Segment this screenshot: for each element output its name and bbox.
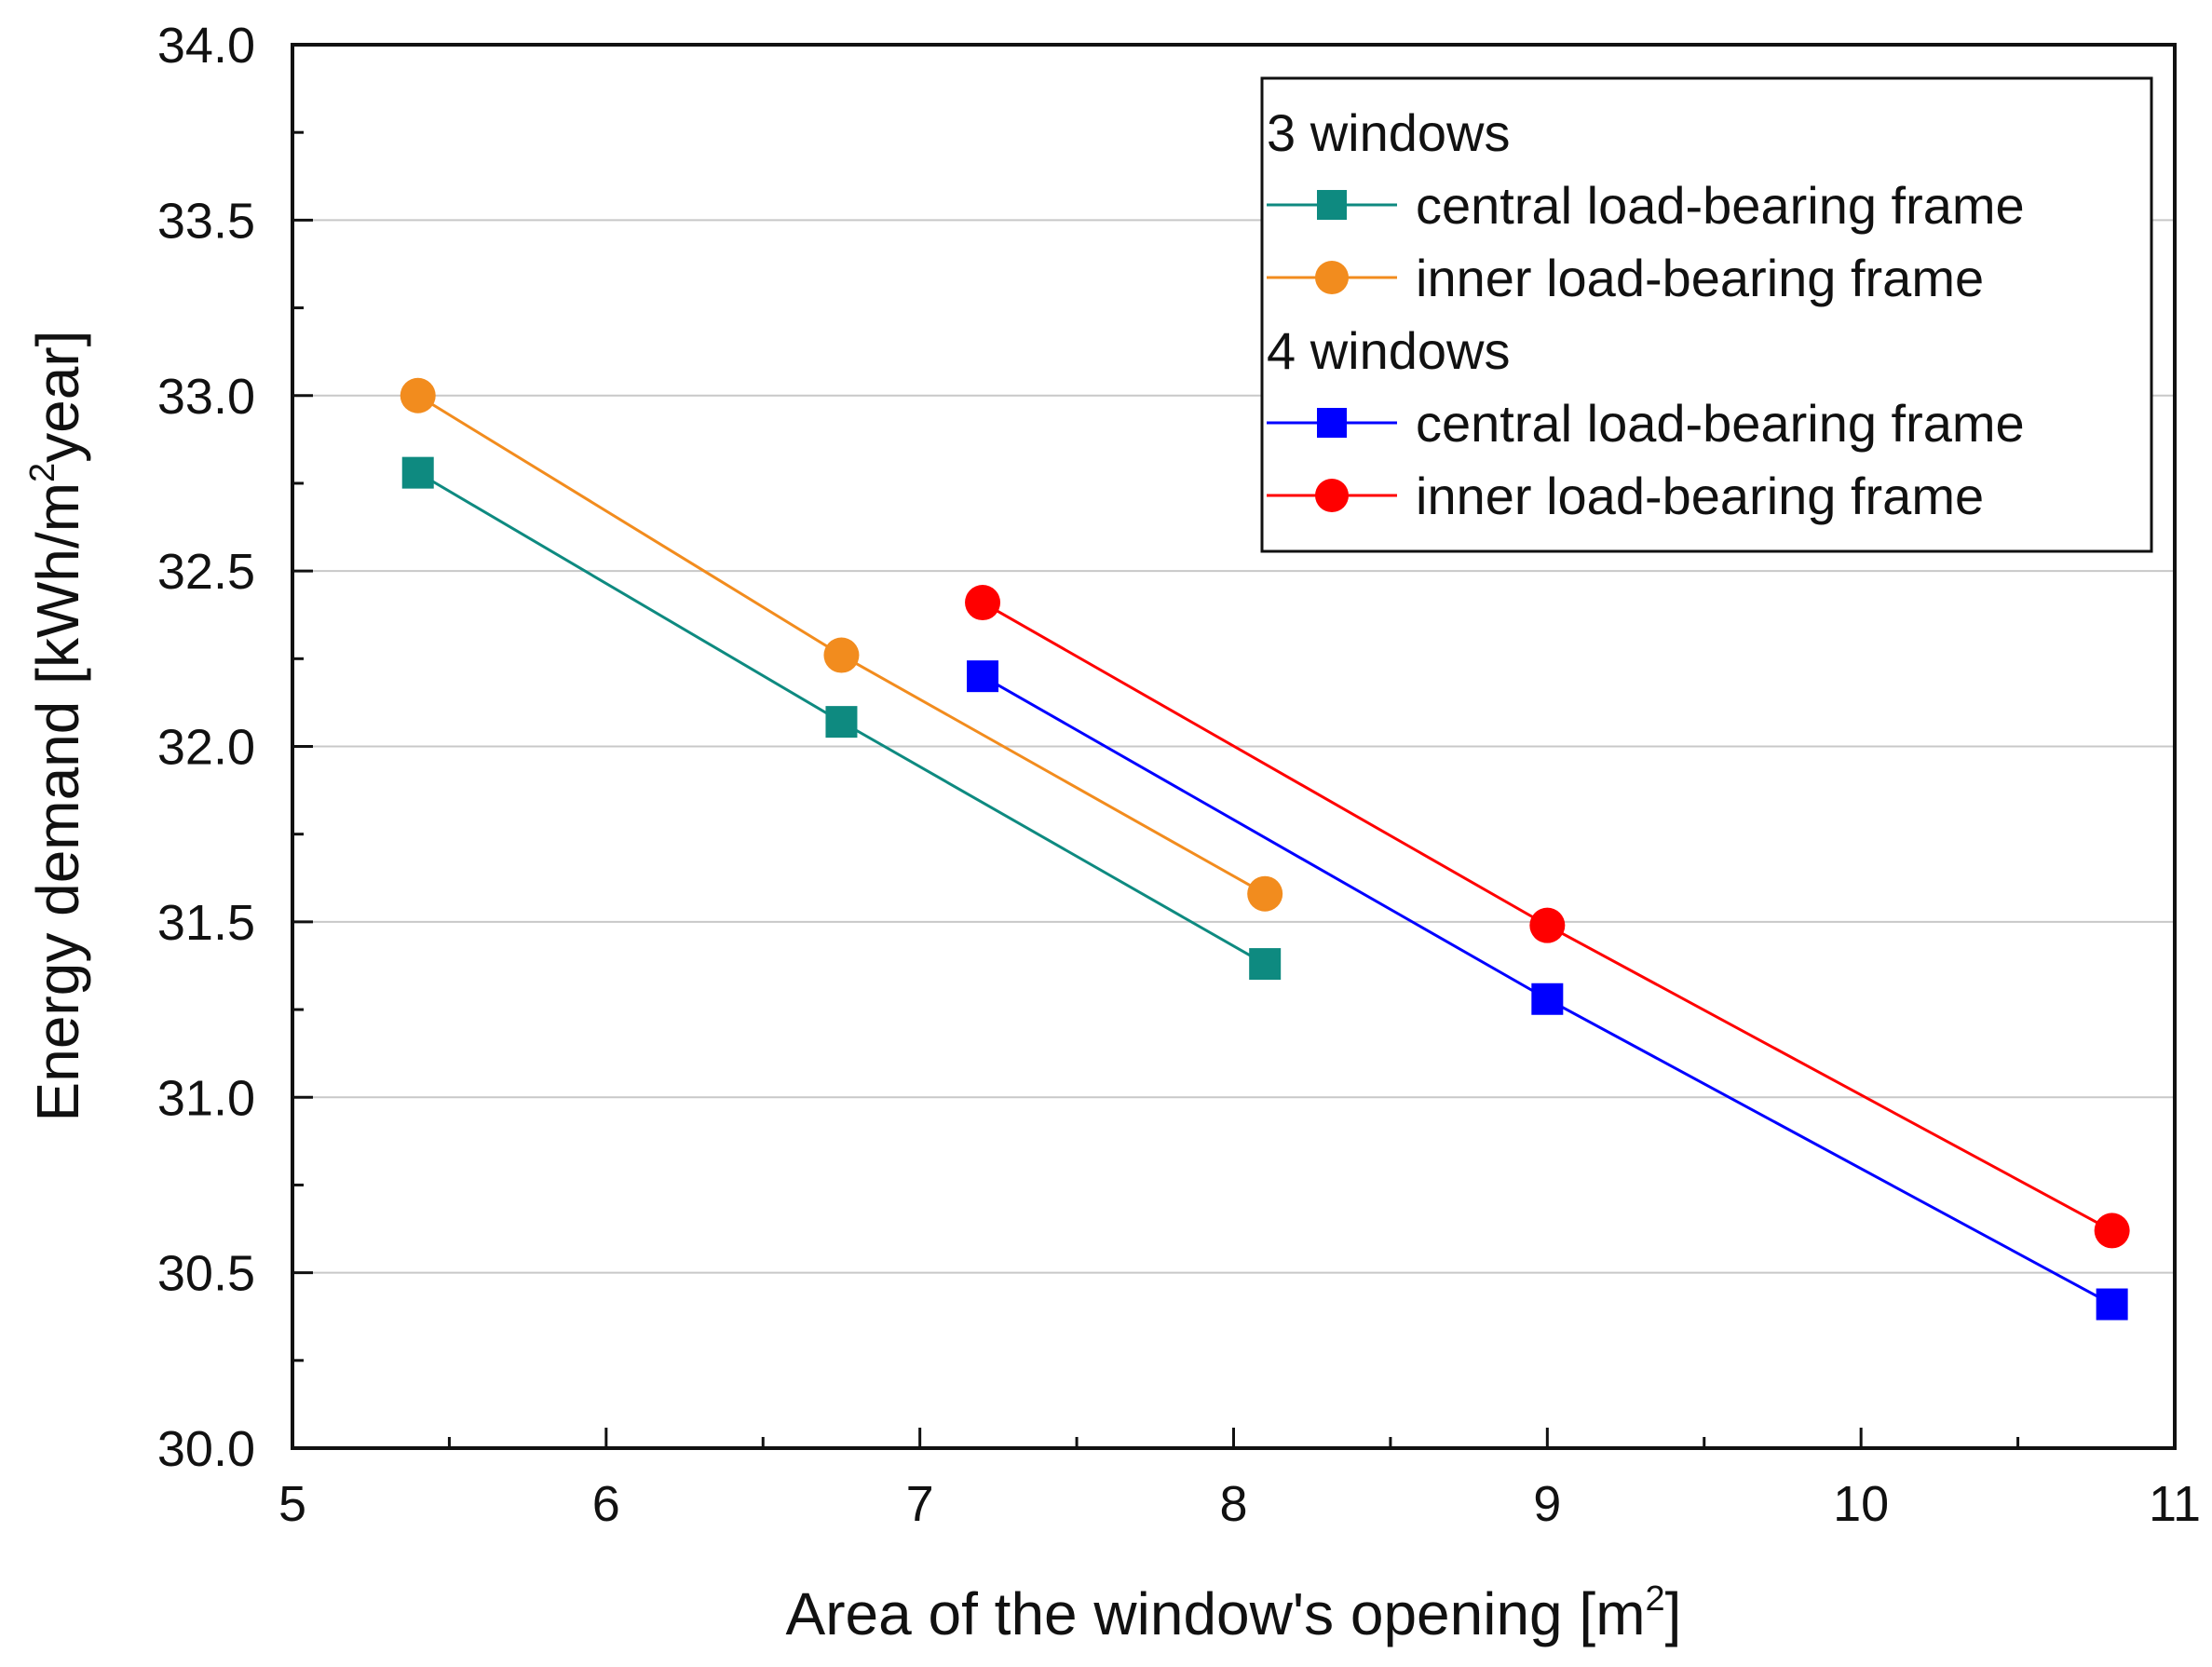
y-tick-label-3: 31.5 (157, 895, 255, 951)
series-2-point-1 (1531, 983, 1564, 1015)
y-axis-title: Energy demand [kWh/m2year] (23, 331, 91, 1122)
legend-swatch-marker-1 (1315, 261, 1349, 294)
legend-entry-label-0: central load-bearing frame (1416, 176, 2025, 235)
y-tick-label-1: 30.5 (157, 1246, 255, 1302)
legend-box (1260, 76, 2153, 553)
series-layer (400, 377, 2130, 1321)
y-tick-label-0: 30.0 (157, 1421, 255, 1477)
legend-entry-label-1: inner load-bearing frame (1416, 249, 1984, 307)
y-tick-label-8: 34.0 (157, 18, 255, 74)
legend-group-title-0: 3 windows (1267, 103, 1510, 162)
series-3-point-2 (2094, 1213, 2130, 1249)
series-2-point-0 (967, 660, 999, 693)
series-0-point-1 (825, 706, 858, 739)
y-axis-title-end: year] (24, 331, 91, 463)
y-tick-label-2: 31.0 (157, 1070, 255, 1126)
x-tick-label-0: 5 (278, 1476, 306, 1532)
series-3-point-0 (965, 585, 1001, 621)
x-axis-title-end: ] (1665, 1580, 1682, 1647)
series-3-point-1 (1529, 907, 1566, 943)
legend-swatch-marker-3 (1315, 479, 1349, 512)
series-0 (401, 456, 1282, 981)
x-tick-label-5: 10 (1833, 1476, 1889, 1532)
y-tick-label-5: 32.5 (157, 544, 255, 600)
series-1-point-2 (1247, 875, 1283, 912)
series-1 (400, 377, 1283, 912)
x-axis-title-sup: 2 (1646, 1579, 1665, 1619)
x-tick-label-3: 8 (1219, 1476, 1247, 1532)
x-tick-label-4: 9 (1533, 1476, 1561, 1532)
gridlines (292, 219, 2175, 1274)
legend-entry-label-2: central load-bearing frame (1416, 394, 2025, 453)
x-axis-title-main: Area of the window's opening [m (786, 1580, 1646, 1647)
series-0-point-2 (1249, 948, 1282, 981)
legend-group-title-1: 4 windows (1267, 321, 1510, 380)
y-tick-label-4: 32.0 (157, 720, 255, 776)
legend: 3 windows central load-bearing frame inner… (1260, 76, 2153, 553)
legend-swatch-marker-0 (1317, 190, 1347, 220)
x-tick-label-6: 11 (2149, 1476, 2201, 1532)
legend-entry-label-3: inner load-bearing frame (1416, 467, 1984, 525)
x-tick-label-2: 7 (906, 1476, 934, 1532)
y-tick-label-7: 33.5 (157, 193, 255, 249)
series-2-point-2 (2096, 1288, 2128, 1321)
legend-swatch-marker-2 (1317, 408, 1347, 438)
series-0-point-0 (401, 456, 434, 489)
x-tick-label-1: 6 (592, 1476, 620, 1532)
series-1-point-0 (400, 377, 436, 413)
series-3 (965, 585, 2130, 1249)
series-1-point-1 (823, 637, 860, 673)
y-axis-title-main: Energy demand [kWh/m (24, 482, 91, 1122)
y-axis-title-sup: 2 (23, 463, 62, 482)
axis-ticks (291, 43, 2177, 1450)
y-tick-label-6: 33.0 (157, 369, 255, 425)
x-axis-title: Area of the window's opening [m2] (786, 1579, 1682, 1647)
tick-labels: 5 6 7 8 9 10 11 30.0 30.5 31.0 31.5 32.0 32.5 33.0 33.… (157, 18, 2201, 1532)
series-2 (967, 660, 2128, 1321)
